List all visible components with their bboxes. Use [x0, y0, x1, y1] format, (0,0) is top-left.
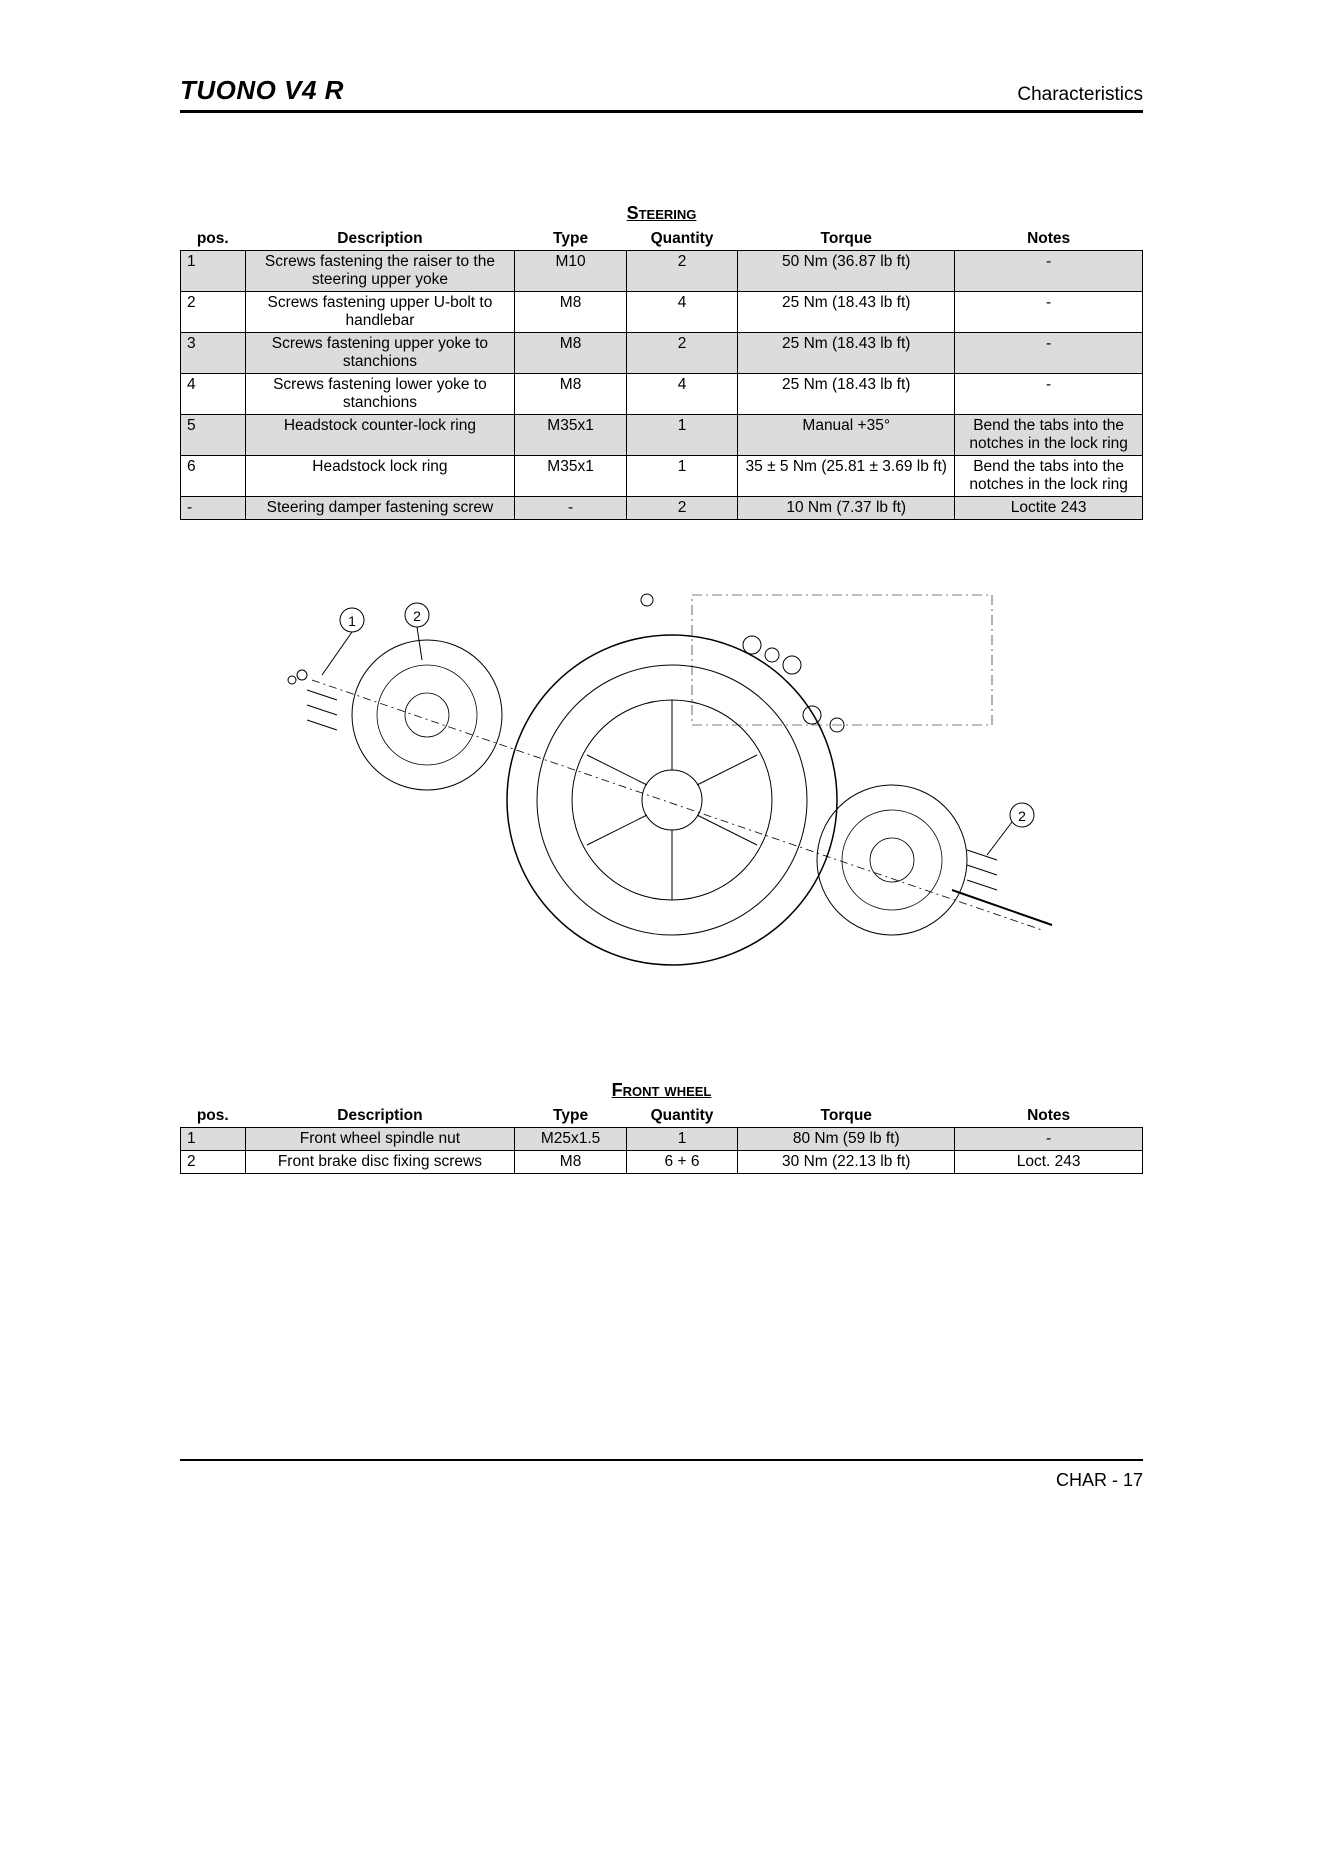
column-header: pos. — [181, 1105, 246, 1128]
table-row: 1Front wheel spindle nutM25x1.5180 Nm (5… — [181, 1128, 1143, 1151]
table-row: -Steering damper fastening screw-210 Nm … — [181, 497, 1143, 520]
table-row: 1Screws fastening the raiser to the stee… — [181, 251, 1143, 292]
callout-2-left: 2 — [413, 608, 421, 624]
column-header: Type — [515, 1105, 626, 1128]
column-header: Description — [245, 228, 515, 251]
page-header: TUONO V4 R Characteristics — [180, 75, 1143, 113]
model-title: TUONO V4 R — [180, 75, 344, 106]
column-header: Quantity — [626, 1105, 737, 1128]
column-header: Torque — [738, 228, 955, 251]
front-wheel-table: pos.DescriptionTypeQuantityTorqueNotes 1… — [180, 1105, 1143, 1174]
footer-rule — [180, 1459, 1143, 1461]
column-header: pos. — [181, 228, 246, 251]
callout-1: 1 — [348, 613, 356, 629]
table-row: 4Screws fastening lower yoke to stanchio… — [181, 374, 1143, 415]
table-row: 2Screws fastening upper U-bolt to handle… — [181, 292, 1143, 333]
front-wheel-title: Front wheel — [180, 1080, 1143, 1101]
column-header: Quantity — [626, 228, 737, 251]
column-header: Type — [515, 228, 626, 251]
table-row: 6Headstock lock ringM35x1135 ± 5 Nm (25.… — [181, 456, 1143, 497]
callout-2-right: 2 — [1018, 808, 1026, 824]
column-header: Notes — [955, 228, 1143, 251]
column-header: Torque — [738, 1105, 955, 1128]
page-number: CHAR - 17 — [1056, 1470, 1143, 1491]
table-row: 2Front brake disc fixing screwsM86 + 630… — [181, 1151, 1143, 1174]
steering-table: pos.DescriptionTypeQuantityTorqueNotes 1… — [180, 228, 1143, 520]
steering-title: Steering — [180, 203, 1143, 224]
table-row: 5Headstock counter-lock ringM35x11Manual… — [181, 415, 1143, 456]
column-header: Description — [245, 1105, 515, 1128]
section-label: Characteristics — [1017, 84, 1143, 106]
front-wheel-diagram: 1 2 2 — [180, 560, 1143, 1000]
column-header: Notes — [955, 1105, 1143, 1128]
table-row: 3Screws fastening upper yoke to stanchio… — [181, 333, 1143, 374]
